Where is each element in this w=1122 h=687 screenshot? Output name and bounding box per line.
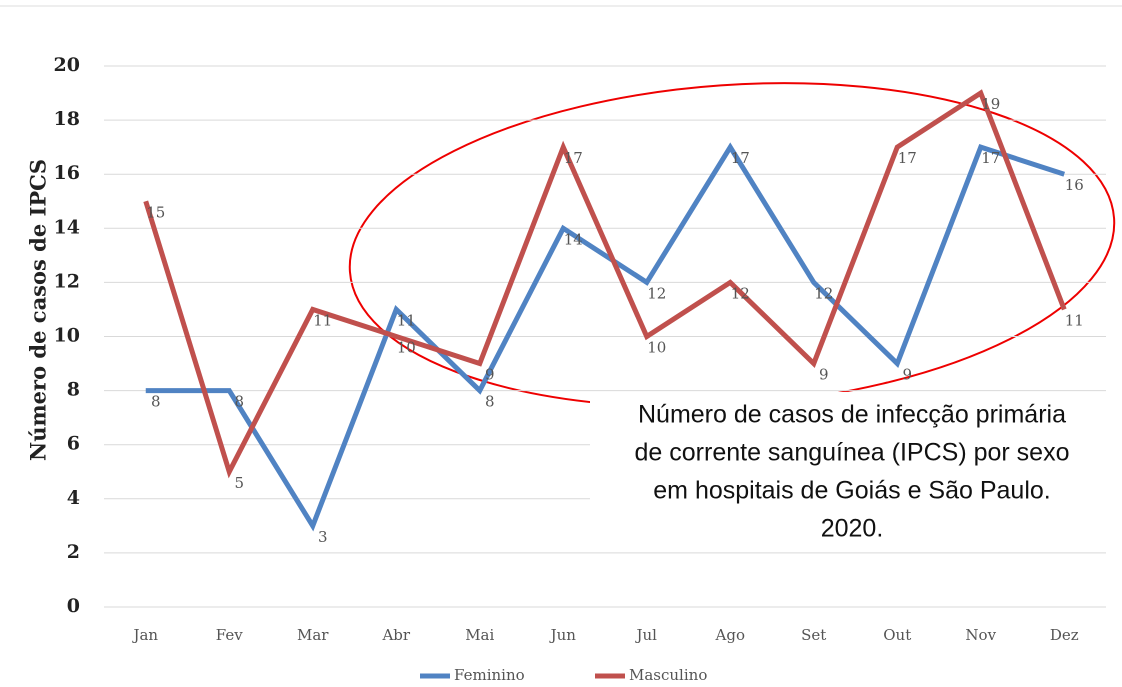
- x-tick-label: Jan: [131, 626, 158, 644]
- data-label: 11: [313, 311, 332, 329]
- legend-label: Masculino: [629, 666, 707, 684]
- x-tick-label: Nov: [965, 626, 996, 644]
- y-axis-label: Número de casos de IPCS: [26, 159, 51, 461]
- annotation-bg: [590, 392, 1110, 552]
- data-label: 19: [981, 95, 1000, 113]
- data-label: 14: [564, 230, 583, 248]
- x-tick-label: Jun: [549, 626, 577, 644]
- y-tick-label: 18: [54, 108, 80, 130]
- data-label: 11: [397, 311, 416, 329]
- data-label: 10: [647, 339, 666, 357]
- x-tick-label: Mar: [297, 626, 329, 644]
- y-tick-label: 0: [67, 595, 80, 617]
- y-tick-label: 20: [54, 54, 80, 76]
- annotation: de corrente sanguínea (IPCS) por sexo: [635, 439, 1070, 467]
- data-label: 16: [1065, 176, 1084, 194]
- data-label: 17: [564, 149, 583, 167]
- y-tick-label: 16: [54, 162, 80, 184]
- x-tick-label: Ago: [715, 626, 745, 644]
- x-tick-label: Fev: [216, 626, 243, 644]
- x-tick-label: Dez: [1050, 626, 1079, 644]
- y-tick-label: 12: [54, 270, 80, 292]
- data-label: 17: [981, 149, 1000, 167]
- y-tick-label: 14: [54, 216, 80, 238]
- x-tick-label: Mai: [465, 626, 494, 644]
- data-label: 17: [731, 149, 750, 167]
- x-tick-label: Out: [883, 626, 911, 644]
- data-label: 9: [485, 366, 495, 384]
- series-line: [143, 89, 1067, 479]
- y-tick-label: 8: [67, 379, 80, 401]
- annotation: em hospitais de Goiás e São Paulo.: [653, 477, 1050, 505]
- data-label: 8: [485, 393, 495, 411]
- annotation: 2020.: [821, 515, 884, 543]
- y-tick-label: 2: [67, 541, 80, 563]
- data-label: 17: [898, 149, 917, 167]
- data-label: 9: [902, 366, 912, 384]
- data-label: 15: [146, 203, 165, 221]
- y-tick-label: 6: [67, 433, 80, 455]
- data-label: 8: [151, 393, 161, 411]
- legend-label: Feminino: [454, 666, 525, 684]
- data-label: 12: [647, 284, 666, 302]
- data-label: 12: [814, 284, 833, 302]
- y-tick-label: 10: [54, 325, 80, 347]
- x-tick-label: Abr: [381, 626, 410, 644]
- y-tick-label: 4: [67, 487, 80, 509]
- data-label: 3: [318, 528, 328, 546]
- data-label: 12: [731, 284, 750, 302]
- x-tick-label: Set: [801, 626, 826, 644]
- data-label: 11: [1065, 311, 1084, 329]
- series-line: [145, 142, 1066, 532]
- data-label: 5: [234, 474, 244, 492]
- x-tick-label: Jul: [635, 626, 658, 644]
- data-label: 8: [234, 393, 244, 411]
- annotation: Número de casos de infecção primária: [638, 401, 1066, 429]
- data-label: 10: [397, 339, 416, 357]
- data-label: 9: [819, 366, 829, 384]
